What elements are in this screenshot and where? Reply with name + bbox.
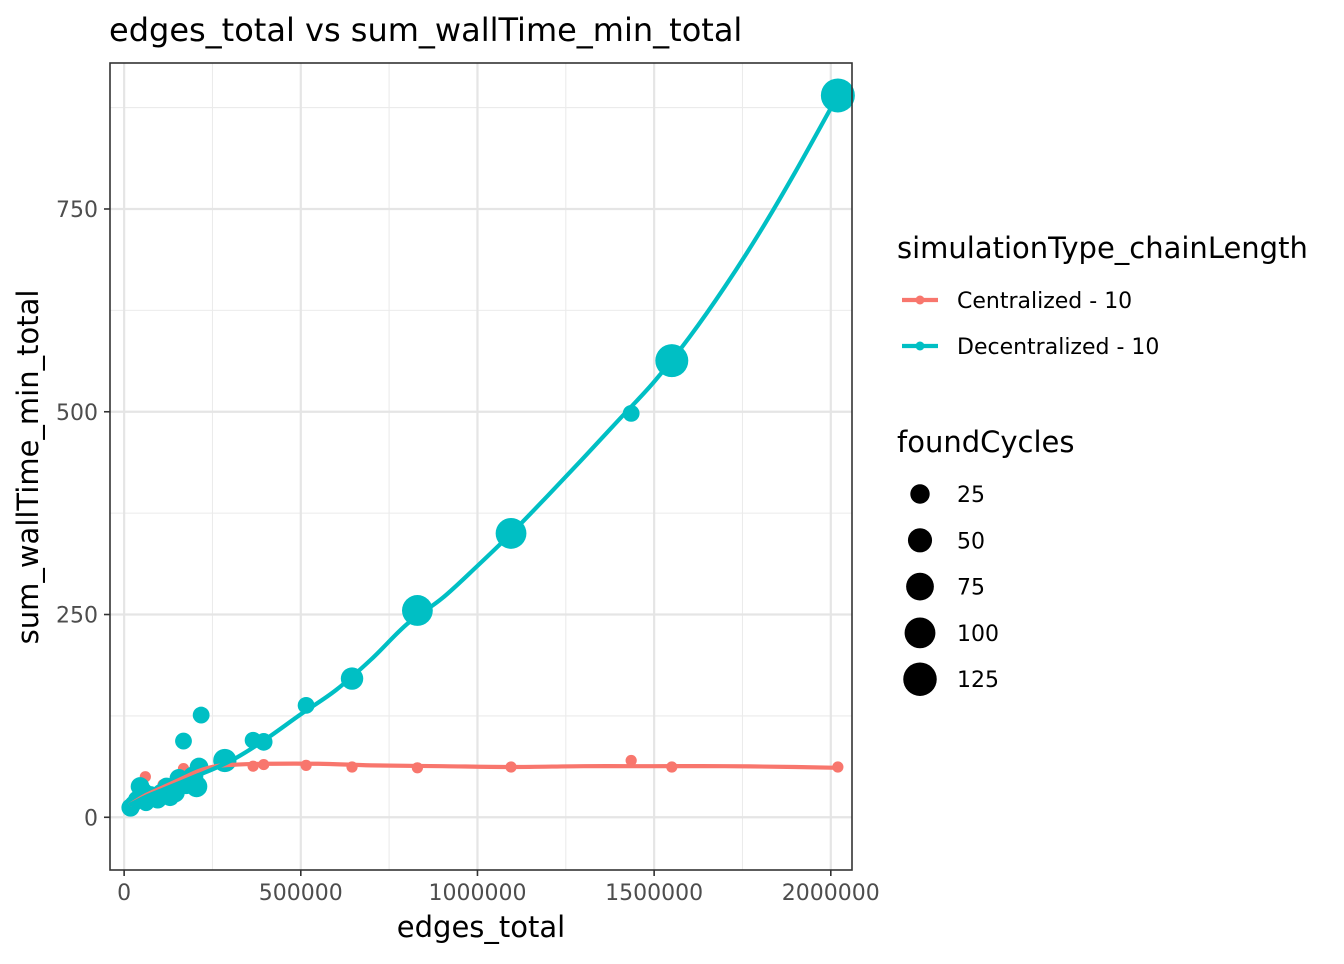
color-legend-title: simulationType_chainLength [897, 231, 1308, 265]
x-tick-label: 500000 [259, 881, 343, 906]
size-legend-label: 125 [957, 668, 999, 693]
size-legend-label: 100 [957, 622, 999, 647]
size-legend-title: foundCycles [897, 425, 1074, 459]
y-tick-label: 0 [84, 806, 98, 831]
x-axis: 0 500000 1000000 1500000 2000000 [117, 870, 880, 906]
y-tick-label: 500 [56, 401, 98, 426]
x-axis-title: edges_total [397, 910, 565, 944]
color-legend-key-point [915, 341, 925, 351]
y-tick-label: 250 [56, 604, 98, 629]
y-tick-label: 750 [56, 198, 98, 223]
size-legend-label: 75 [957, 576, 985, 601]
size-legend: foundCycles 25 50 75 100 125 [897, 425, 1074, 696]
x-tick-label: 2000000 [782, 881, 880, 906]
color-legend-key-point [915, 295, 925, 305]
x-tick-label: 1000000 [428, 881, 526, 906]
size-legend-label: 50 [957, 529, 985, 554]
chart-title: edges_total vs sum_wallTime_min_total [109, 11, 742, 49]
plot-panel [110, 63, 852, 870]
size-legend-key [910, 484, 930, 504]
color-legend-label: Decentralized - 10 [957, 335, 1159, 360]
color-legend-label: Centralized - 10 [957, 289, 1132, 314]
decentralized-10-trend-line [128, 94, 840, 807]
y-axis: 0 250 500 750 [56, 198, 110, 831]
grid [110, 63, 852, 870]
x-tick-label: 1500000 [605, 881, 703, 906]
decentralized-10-point [401, 595, 433, 626]
size-legend-label: 25 [957, 483, 985, 508]
decentralized-10-point [185, 775, 208, 798]
x-tick-label: 0 [117, 881, 131, 906]
centralized-10-trend-line [128, 761, 838, 807]
decentralized-10-point [175, 732, 192, 750]
size-legend-key [906, 572, 934, 601]
size-legend-key [903, 662, 937, 696]
decentralized-10-point [192, 706, 210, 724]
size-legend-key [904, 617, 936, 649]
y-axis-title: sum_wallTime_min_total [11, 290, 45, 645]
size-legend-key [907, 528, 933, 553]
centralized-10-point [625, 754, 637, 767]
plot-panel-border [109, 62, 853, 871]
trend-lines [128, 94, 840, 807]
color-legend: simulationType_chainLength Centralized -… [897, 231, 1308, 360]
